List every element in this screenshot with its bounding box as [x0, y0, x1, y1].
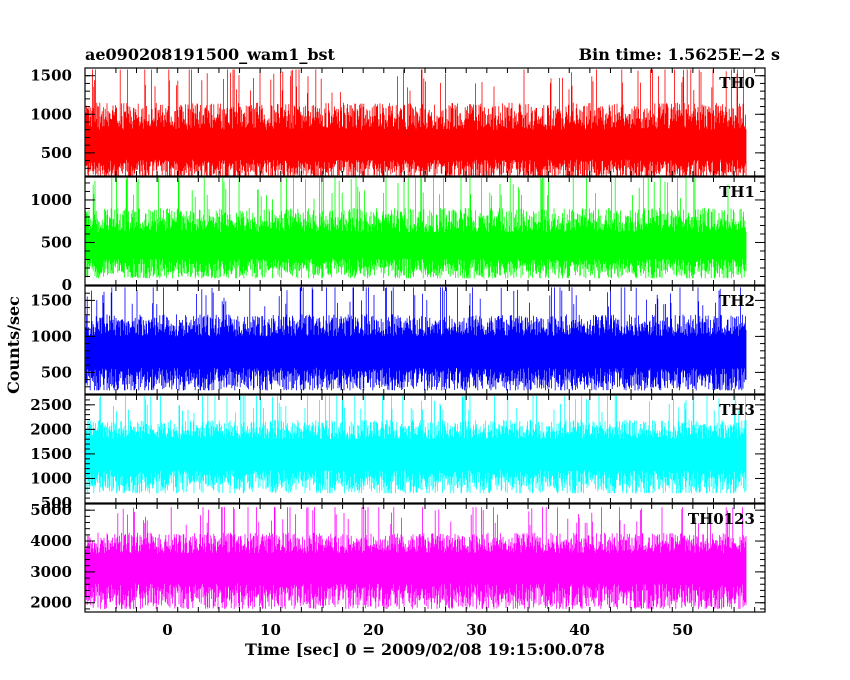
- x-tick-label: 10: [260, 621, 281, 639]
- y-tick-label: 4000: [30, 532, 72, 550]
- x-axis-label: Time [sec] 0 = 2009/02/08 19:15:00.078: [245, 640, 605, 659]
- y-tick-label: 1000: [30, 327, 72, 345]
- panel-th0: 500 1000 1500 TH0: [30, 67, 766, 177]
- series-th2: [85, 287, 747, 391]
- y-tick-label: 2000: [30, 420, 72, 438]
- x-tick-label: 0: [162, 621, 172, 639]
- panel-th3: 500 1000 1500 2000 2500 TH3: [30, 394, 766, 512]
- y-axis-label: Counts/sec: [4, 296, 23, 394]
- y-tick-label: 1000: [30, 105, 72, 123]
- y-tick-label: 1500: [30, 67, 72, 85]
- series-th3: [85, 396, 747, 494]
- y-tick-label: 1500: [30, 445, 72, 463]
- series-th0: [85, 69, 747, 176]
- panel-th2: 500 1000 1500 TH2: [30, 285, 766, 395]
- x-tick-label: 30: [466, 621, 487, 639]
- y-tick-label: 2000: [30, 594, 72, 612]
- series-th0123: [85, 507, 747, 609]
- plot-title: ae090208191500_wam1_bst: [85, 45, 336, 64]
- panel-th1: 0 500 1000 TH1: [30, 176, 766, 294]
- y-tick-label: 500: [41, 233, 72, 251]
- x-axis: 0 10 20 30 40 50: [162, 621, 693, 639]
- panel-th0123: 2000 3000 4000 5000 TH0123: [30, 501, 766, 613]
- bin-time-label: Bin time: 1.5625E−2 s: [579, 45, 780, 64]
- x-tick-label: 40: [569, 621, 590, 639]
- panel-label: TH0: [719, 74, 755, 92]
- panel-label: TH0123: [688, 510, 755, 528]
- y-tick-label: 500: [41, 144, 72, 162]
- y-tick-label: 500: [41, 363, 72, 381]
- x-tick-label: 20: [363, 621, 384, 639]
- y-tick-label: 0: [62, 276, 72, 294]
- y-tick-label: 1000: [30, 191, 72, 209]
- y-tick-label: 1500: [30, 291, 72, 309]
- panel-label: TH3: [719, 401, 755, 419]
- y-tick-label: 1000: [30, 469, 72, 487]
- panel-label: TH1: [719, 183, 755, 201]
- y-tick-label: 5000: [30, 501, 72, 519]
- series-th1: [85, 177, 747, 279]
- y-tick-label: 2500: [30, 396, 72, 414]
- y-tick-label: 500: [41, 494, 72, 512]
- panel-label: TH2: [719, 292, 755, 310]
- x-tick-label: 50: [672, 621, 693, 639]
- y-tick-label: 3000: [30, 563, 72, 581]
